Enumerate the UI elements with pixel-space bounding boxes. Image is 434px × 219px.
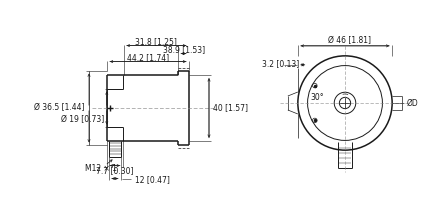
Text: 31.8 [1.25]: 31.8 [1.25] (135, 37, 178, 46)
Text: 12 [0.47]: 12 [0.47] (135, 175, 170, 184)
Text: M12 × 1: M12 × 1 (85, 164, 117, 173)
Text: ØD: ØD (407, 99, 419, 108)
Text: 40 [1.57]: 40 [1.57] (213, 104, 248, 113)
Text: Ø 36.5 [1.44]: Ø 36.5 [1.44] (33, 104, 84, 113)
Text: 7.7 [0.30]: 7.7 [0.30] (96, 166, 134, 175)
Text: Ø 19 [0.73]: Ø 19 [0.73] (60, 115, 104, 124)
Text: 30°: 30° (311, 94, 324, 102)
Text: 38.9 [1.53]: 38.9 [1.53] (162, 45, 204, 54)
Text: 3.2 [0.13]: 3.2 [0.13] (262, 59, 299, 68)
Text: 44.2 [1.74]: 44.2 [1.74] (127, 53, 169, 62)
Text: Ø 46 [1.81]: Ø 46 [1.81] (328, 36, 371, 45)
